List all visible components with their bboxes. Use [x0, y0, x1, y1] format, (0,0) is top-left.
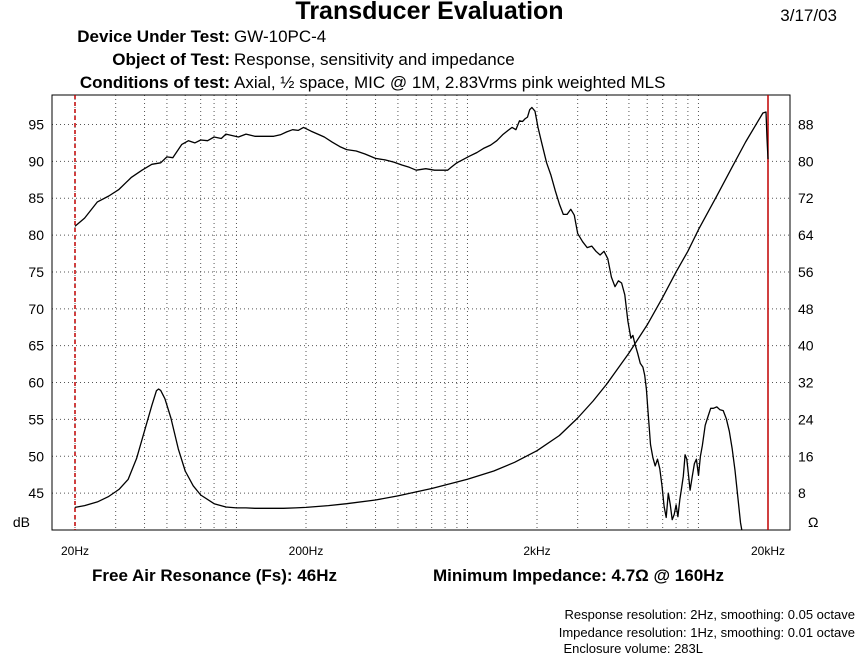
- right-axis-ticks: 8 16 24 32 40 48 56 64 72 80 88: [798, 116, 814, 501]
- left-tick-label: 95: [28, 116, 44, 132]
- curves: [74, 106, 769, 531]
- header-key-conditions: Conditions of test:: [79, 73, 230, 92]
- note-impedance-resolution: Impedance resolution: 1Hz, smoothing: 0.…: [558, 625, 855, 640]
- right-tick-label: 16: [798, 448, 814, 464]
- right-tick-label: 24: [798, 411, 814, 427]
- left-tick-label: 80: [28, 227, 44, 243]
- impedance-curve: [74, 111, 769, 509]
- left-tick-label: 50: [28, 448, 44, 464]
- right-tick-label: 8: [798, 485, 806, 501]
- chart-grid: [52, 95, 790, 530]
- right-tick-label: 48: [798, 301, 814, 317]
- x-tick-label: 2kHz: [523, 544, 550, 558]
- plot-frame: [51, 94, 791, 531]
- resonance-label: Free Air Resonance (Fs): 46Hz: [92, 566, 337, 585]
- x-tick-label: 200Hz: [289, 544, 324, 558]
- left-tick-label: 45: [28, 485, 44, 501]
- left-tick-label: 75: [28, 264, 44, 280]
- header-key-object: Object of Test:: [112, 50, 230, 69]
- left-tick-label: 90: [28, 153, 44, 169]
- response-curve: [74, 106, 743, 531]
- right-tick-label: 80: [798, 153, 814, 169]
- left-axis-ticks: 45 50 55 60 65 70 75 80 85 90 95: [28, 116, 44, 501]
- right-tick-label: 64: [798, 227, 814, 243]
- header-value-object: Response, sensitivity and impedance: [234, 50, 515, 69]
- test-date: 3/17/03: [780, 6, 837, 25]
- left-tick-label: 65: [28, 338, 44, 354]
- min-impedance-label: Minimum Impedance: 4.7Ω @ 160Hz: [433, 566, 724, 585]
- left-tick-label: 55: [28, 411, 44, 427]
- frequency-markers: [74, 95, 769, 530]
- x-axis-ticks: 20Hz 200Hz 2kHz 20kHz: [61, 544, 785, 558]
- header-row-conditions: Conditions of test: Axial, ½ space, MIC …: [0, 73, 666, 95]
- header-row-object: Object of Test: Response, sensitivity an…: [0, 50, 514, 72]
- x-tick-label: 20Hz: [61, 544, 89, 558]
- right-tick-label: 32: [798, 375, 814, 391]
- right-tick-label: 56: [798, 264, 814, 280]
- note-response-resolution: Response resolution: 2Hz, smoothing: 0.0…: [564, 607, 855, 622]
- header-key-device: Device Under Test:: [77, 27, 230, 46]
- header-value-device: GW-10PC-4: [234, 27, 327, 46]
- header-row-device: Device Under Test: GW-10PC-4: [0, 27, 326, 49]
- chart-title: Transducer Evaluation: [295, 0, 564, 25]
- right-tick-label: 72: [798, 190, 814, 206]
- header-value-conditions: Axial, ½ space, MIC @ 1M, 2.83Vrms pink …: [234, 73, 666, 92]
- right-axis-label: Ω: [808, 514, 818, 530]
- right-tick-label: 40: [798, 338, 814, 354]
- left-axis-label: dB: [13, 514, 30, 530]
- note-enclosure-volume: Enclosure volume: 283L: [563, 641, 703, 656]
- left-tick-label: 70: [28, 301, 44, 317]
- left-tick-label: 60: [28, 375, 44, 391]
- x-tick-label: 20kHz: [751, 544, 785, 558]
- right-tick-label: 88: [798, 116, 814, 132]
- left-tick-label: 85: [28, 190, 44, 206]
